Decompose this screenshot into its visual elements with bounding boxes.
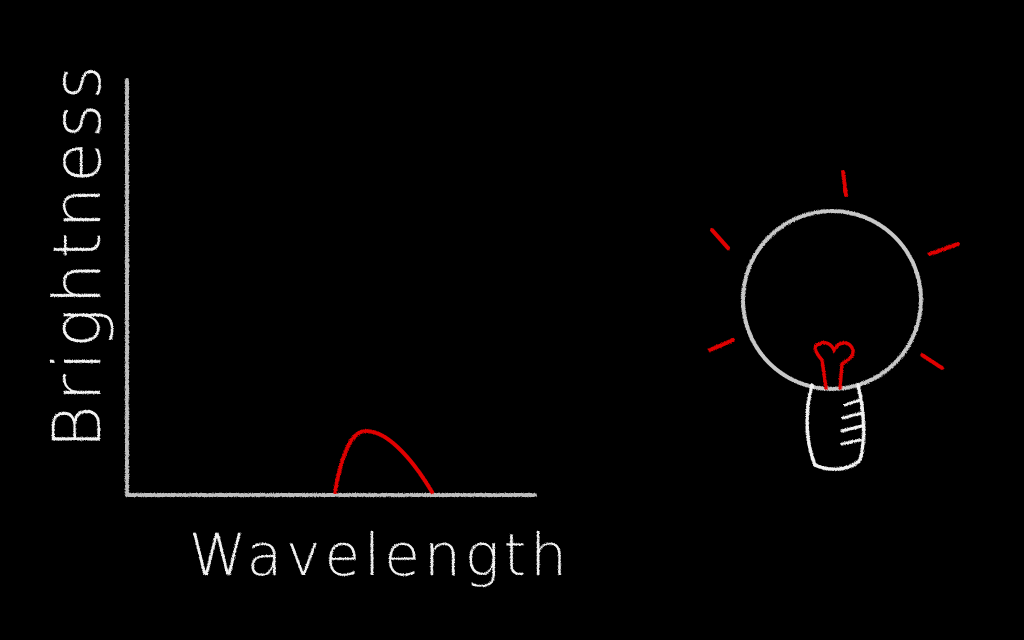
rays <box>708 170 960 370</box>
graph: Brightness Wavelength <box>39 61 571 589</box>
bulb-base <box>805 383 866 471</box>
spectrum-curve <box>333 428 434 494</box>
x-axis-label: Wavelength <box>189 521 571 589</box>
bulb-thread <box>840 398 864 446</box>
ray <box>708 338 735 352</box>
y-axis-label: Brightness <box>39 61 116 448</box>
ray <box>920 353 944 370</box>
filament <box>813 340 855 390</box>
bulb-glass <box>741 209 923 391</box>
ray <box>710 228 730 250</box>
light-bulb <box>708 170 960 471</box>
ray <box>841 170 848 197</box>
ray <box>928 242 960 256</box>
